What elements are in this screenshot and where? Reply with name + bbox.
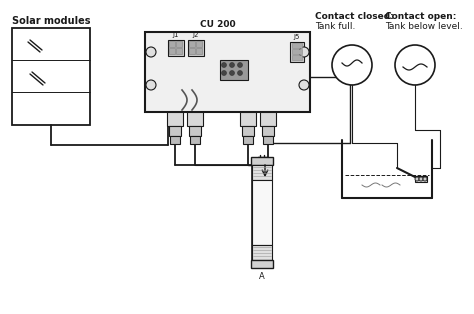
Bar xyxy=(12,28,90,125)
Circle shape xyxy=(237,71,243,75)
Circle shape xyxy=(395,45,435,85)
Bar xyxy=(240,112,256,126)
Circle shape xyxy=(299,47,309,57)
Bar xyxy=(189,41,195,47)
Bar xyxy=(196,48,202,54)
Circle shape xyxy=(423,177,427,181)
Bar xyxy=(292,43,302,48)
Bar xyxy=(242,126,254,136)
Bar xyxy=(292,49,302,54)
Circle shape xyxy=(221,62,227,68)
Bar xyxy=(292,55,302,60)
Bar xyxy=(169,126,181,136)
Bar xyxy=(251,157,273,165)
Circle shape xyxy=(229,71,235,75)
Bar xyxy=(220,60,248,80)
Text: Solar modules: Solar modules xyxy=(12,16,90,26)
Circle shape xyxy=(415,177,419,181)
Bar xyxy=(168,40,184,56)
Bar xyxy=(170,136,180,144)
Bar xyxy=(260,112,276,126)
Bar xyxy=(145,32,310,112)
Bar xyxy=(415,176,427,182)
Bar xyxy=(243,136,253,144)
Bar xyxy=(252,165,272,180)
Text: CU 200: CU 200 xyxy=(200,20,235,29)
Bar xyxy=(167,112,183,126)
Circle shape xyxy=(299,80,309,90)
Bar xyxy=(176,48,182,54)
Text: J2: J2 xyxy=(193,32,199,38)
Bar xyxy=(262,126,274,136)
Circle shape xyxy=(146,47,156,57)
Circle shape xyxy=(229,62,235,68)
Bar xyxy=(190,136,200,144)
Bar xyxy=(252,165,272,265)
Text: Contact closed:: Contact closed: xyxy=(315,12,394,21)
Bar xyxy=(188,40,204,56)
Bar xyxy=(251,260,273,268)
Bar xyxy=(169,48,175,54)
Bar xyxy=(189,126,201,136)
Bar xyxy=(169,41,175,47)
Text: Contact open:: Contact open: xyxy=(385,12,456,21)
Circle shape xyxy=(146,80,156,90)
Circle shape xyxy=(237,62,243,68)
Bar xyxy=(252,180,272,245)
Circle shape xyxy=(332,45,372,85)
Bar xyxy=(290,42,304,62)
Bar xyxy=(189,48,195,54)
Bar xyxy=(187,112,203,126)
Circle shape xyxy=(419,177,423,181)
Text: A: A xyxy=(259,272,265,281)
Text: J1: J1 xyxy=(173,32,179,38)
Text: Tank below level.: Tank below level. xyxy=(385,22,463,31)
Bar xyxy=(176,41,182,47)
Circle shape xyxy=(221,71,227,75)
Bar xyxy=(263,136,273,144)
Text: J5: J5 xyxy=(294,34,300,40)
Text: Tank full.: Tank full. xyxy=(315,22,356,31)
Bar xyxy=(196,41,202,47)
Bar xyxy=(252,245,272,260)
